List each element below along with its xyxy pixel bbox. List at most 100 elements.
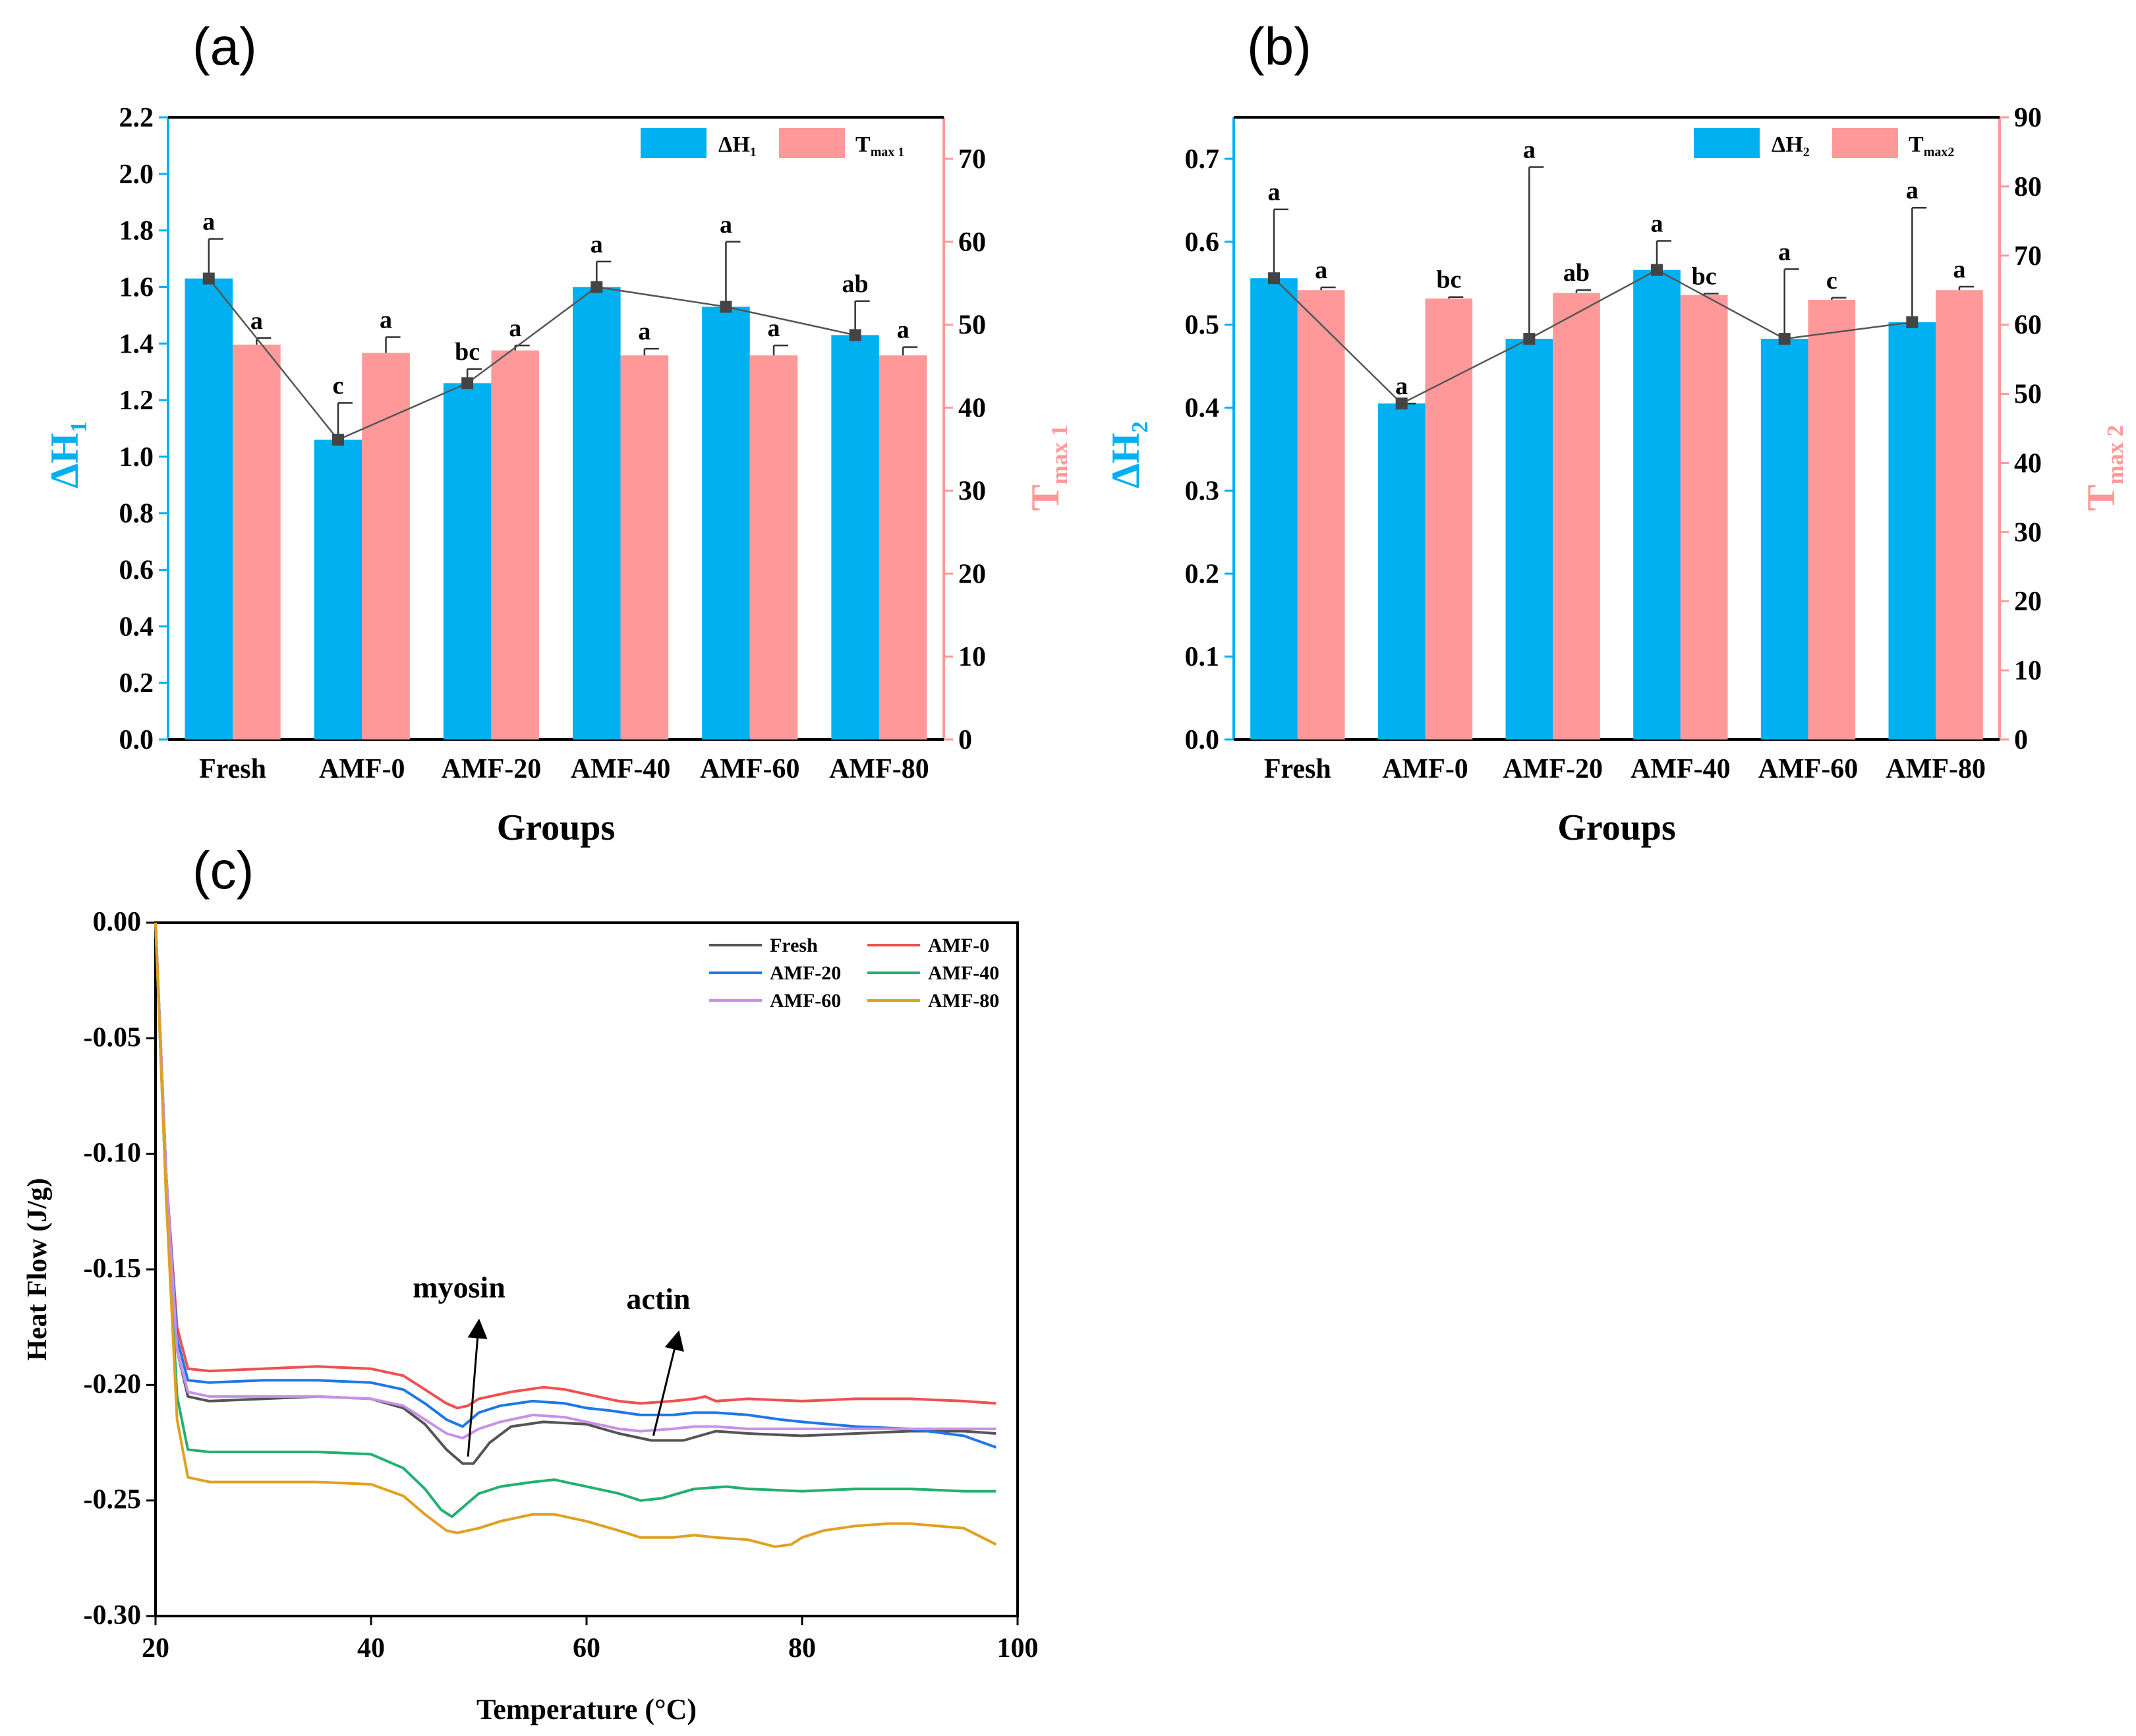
bar-tmax: [749, 355, 798, 739]
legend-label-delta: ΔH1: [718, 132, 757, 159]
y-axis-title-sub: 1: [66, 421, 92, 433]
trend-marker: [1268, 272, 1281, 285]
significance-letter-tmax: c: [1826, 267, 1837, 295]
significance-letter-tmax: a: [509, 314, 521, 342]
legend-label-tmax: Tmax2: [1909, 132, 1954, 159]
right-tick-label: 30: [958, 476, 986, 506]
y-axis-title: ΔH2: [1104, 421, 1153, 488]
x-axis-title: Groups: [497, 807, 615, 848]
y-tick-label: -0.10: [84, 1138, 142, 1169]
y-tick-label: -0.20: [84, 1369, 142, 1399]
x-tick-label: 80: [788, 1633, 816, 1664]
y-axis-title: Heat Flow (J/g): [22, 1178, 53, 1361]
bar-delta: [1250, 278, 1298, 739]
left-tick-label: 0.3: [1185, 476, 1220, 506]
bar-delta: [1888, 322, 1936, 740]
right-tick-label: 40: [958, 393, 986, 424]
left-tick-label: 0.2: [1185, 559, 1220, 589]
y2-axis-title-main: T: [1024, 484, 1067, 511]
chart-a: 0.0 0.2 0.4 0.6 0.8 1.0 1.2 1.4 1.6 1.8 2.0 2.2 0 10 2…: [43, 103, 1072, 848]
right-tick-label: 20: [2014, 587, 2042, 617]
significance-letter-delta: a: [1778, 238, 1791, 266]
left-tick-label: 0.0: [119, 725, 154, 755]
left-tick-label: 1.2: [119, 386, 154, 416]
bar-tmax: [1936, 290, 1983, 739]
annotation-label: myosin: [413, 1271, 505, 1304]
trend-marker: [1778, 333, 1791, 345]
category-label: Fresh: [1264, 754, 1331, 784]
bar-tmax: [620, 355, 669, 739]
x-tick-label: 100: [997, 1633, 1039, 1664]
left-tick-label: 2.2: [119, 103, 154, 133]
category-label: AMF-80: [829, 754, 929, 784]
trend-marker: [720, 301, 732, 313]
legend-label: AMF-60: [770, 990, 841, 1012]
left-tick-label: 1.6: [119, 272, 154, 303]
bar-delta: [702, 306, 750, 739]
trend-marker: [591, 281, 603, 293]
y-axis-title-main: ΔH: [43, 433, 86, 488]
right-tick-label: 40: [2014, 448, 2042, 478]
category-label: AMF-60: [1758, 754, 1859, 784]
legend-label-tmax-main: T: [855, 132, 871, 157]
category-label: AMF-80: [1886, 754, 1986, 784]
y2-axis-title-main: T: [2079, 484, 2123, 511]
left-tick-label: 1.8: [119, 216, 154, 246]
x-tick-label: 60: [573, 1633, 600, 1664]
trend-line-delta: [1273, 269, 1913, 405]
legend-label: AMF-80: [928, 990, 999, 1012]
x-axis-title: Temperature (°C): [476, 1693, 697, 1725]
y2-axis-title-sub: max 1: [1047, 425, 1072, 484]
bar-tmax: [1553, 293, 1600, 739]
legend-swatch-tmax: [779, 128, 845, 158]
bar-delta: [314, 440, 362, 739]
y2-axis-title: Tmax 2: [2079, 425, 2128, 511]
bar-delta: [1633, 270, 1681, 739]
significance-letter-delta: a: [1651, 210, 1663, 238]
trend-marker: [1906, 316, 1919, 328]
right-tick-label: 80: [2014, 172, 2042, 202]
right-tick-label: 10: [958, 642, 986, 672]
right-tick-label: 70: [2014, 241, 2042, 272]
x-axis-title: Groups: [1557, 807, 1675, 848]
legend-swatch-delta: [641, 128, 707, 158]
bar-delta: [1760, 339, 1808, 739]
right-tick-label: 0: [958, 725, 972, 755]
bar-tmax: [1297, 290, 1345, 739]
significance-letter-delta: a: [1523, 136, 1536, 164]
legend-label-delta-main: ΔH: [1772, 132, 1803, 157]
series-line-amf-0: [154, 922, 996, 1410]
trend-marker: [1395, 397, 1408, 410]
legend-label-tmax: Tmax 1: [855, 132, 904, 159]
category-label: AMF-60: [700, 754, 800, 784]
significance-letter-delta: a: [591, 231, 603, 258]
significance-letter-tmax: a: [897, 316, 909, 344]
legend-label-delta: ΔH2: [1772, 132, 1810, 159]
trend-marker: [1651, 264, 1663, 276]
significance-letter-delta: a: [202, 208, 215, 236]
right-tick-label: 50: [958, 310, 986, 341]
right-tick-label: 0: [2014, 725, 2028, 755]
legend-label-delta-sub: 1: [750, 145, 757, 159]
category-label: AMF-0: [1382, 754, 1468, 784]
panel-c-tag: (c): [192, 841, 254, 900]
left-tick-label: 0.8: [119, 499, 154, 529]
plot-frame: [154, 921, 1019, 1617]
right-tick-label: 70: [958, 144, 986, 175]
left-tick-label: 0.6: [1185, 227, 1220, 258]
panel-b-tag: (b): [1247, 17, 1312, 76]
significance-letter-tmax: a: [1315, 256, 1327, 284]
y2-axis-title-sub: max 2: [2102, 425, 2128, 484]
significance-letter-tmax: a: [638, 318, 650, 345]
category-label: AMF-20: [1503, 754, 1603, 784]
bar-tmax: [1425, 298, 1473, 739]
significance-letter-tmax: a: [380, 306, 392, 334]
right-tick-label: 90: [2014, 103, 2042, 133]
legend-label-tmax-main: T: [1909, 132, 1924, 157]
trend-marker: [202, 272, 215, 285]
series-line-amf-60: [154, 922, 996, 1439]
left-tick-label: 0.6: [119, 556, 154, 586]
left-tick-label: 0.7: [1185, 144, 1220, 175]
trend-marker: [461, 377, 474, 390]
